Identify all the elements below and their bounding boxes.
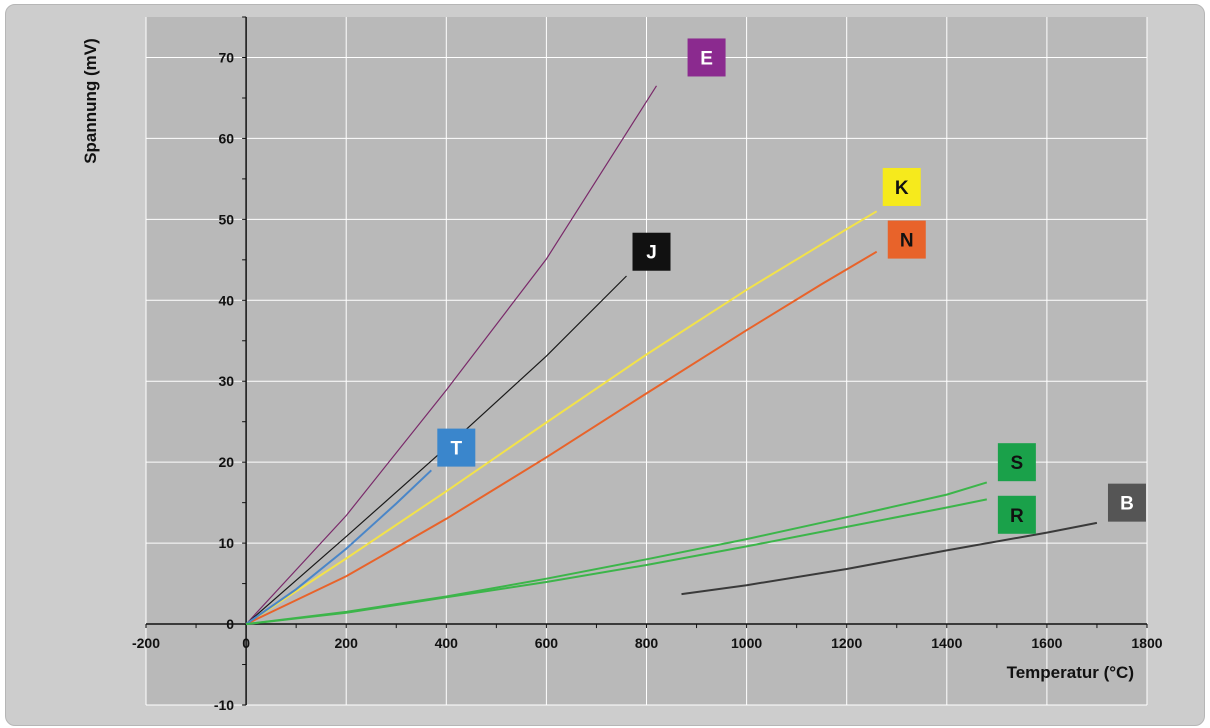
series-lines <box>245 85 1098 626</box>
thermocouple-chart: -200 0 200 400 600 800 1000 1200 1400 1600 1800-10… <box>81 16 1163 713</box>
series-label-j: J <box>632 232 671 271</box>
x-tick-label: 400 <box>435 635 459 651</box>
series-label-e: E <box>687 38 726 77</box>
axes <box>145 16 1148 706</box>
y-tick-label: 60 <box>219 130 235 146</box>
y-tick-label: 70 <box>219 49 235 65</box>
series-label-text: N <box>900 231 914 252</box>
series-label-text: J <box>646 243 657 264</box>
series-label-text: K <box>895 178 909 199</box>
series-line-r <box>245 481 988 626</box>
series-line-e <box>245 85 658 625</box>
series-label-n: N <box>887 220 926 259</box>
series-label-box <box>997 495 1036 534</box>
y-tick-label: 30 <box>219 373 235 389</box>
x-tick-label: 800 <box>635 635 659 651</box>
series-label-t: T <box>437 428 476 467</box>
y-tick-label: 20 <box>219 454 235 470</box>
series-line-b <box>681 521 1098 596</box>
series-label-box <box>687 38 726 77</box>
x-tick-label: 1400 <box>931 635 962 651</box>
grid <box>145 17 1148 706</box>
y-tick-label: 40 <box>219 292 235 308</box>
series-labels: E J K N T S R B <box>437 38 1146 534</box>
series-label-text: E <box>700 48 713 69</box>
y-axis-label: Spannung (mV) <box>81 38 100 164</box>
series-label-box <box>1107 483 1146 522</box>
series-label-box <box>882 167 921 206</box>
series-label-s: S <box>997 443 1036 482</box>
series-line-t <box>245 469 432 625</box>
series-label-box <box>632 232 671 271</box>
x-tick-label: 200 <box>335 635 359 651</box>
x-tick-label: 600 <box>535 635 559 651</box>
series-label-text: S <box>1011 453 1024 474</box>
series-label-box <box>887 220 926 259</box>
series-label-text: R <box>1010 506 1024 527</box>
series-label-b: B <box>1107 483 1146 522</box>
y-tick-label: 10 <box>219 535 235 551</box>
series-label-text: B <box>1120 494 1134 515</box>
chart-frame: -200 0 200 400 600 800 1000 1200 1400 1600 1800 -10… <box>5 4 1205 726</box>
series-line-k <box>245 210 878 625</box>
series-label-text: T <box>451 439 463 460</box>
x-tick-label: 0 <box>242 635 250 651</box>
x-tick-label: 1200 <box>831 635 862 651</box>
series-label-k: K <box>882 167 921 206</box>
y-tick-label: -10 <box>214 697 234 713</box>
x-tick-label: 1800 <box>1131 635 1162 651</box>
tick-labels: -200 0 200 400 600 800 1000 1200 1400 1600 1800-10… <box>132 49 1163 713</box>
x-tick-label: -200 <box>132 635 160 651</box>
series-label-box <box>997 443 1036 482</box>
y-tick-label: 50 <box>219 211 235 227</box>
series-line-n <box>245 250 878 626</box>
series-label-r: R <box>997 495 1036 534</box>
x-tick-label: 1000 <box>731 635 762 651</box>
x-tick-label: 1600 <box>1031 635 1062 651</box>
series-label-box <box>437 428 476 467</box>
x-axis-label: Temperatur (°C) <box>1007 663 1134 682</box>
y-tick-label: 0 <box>226 616 234 632</box>
